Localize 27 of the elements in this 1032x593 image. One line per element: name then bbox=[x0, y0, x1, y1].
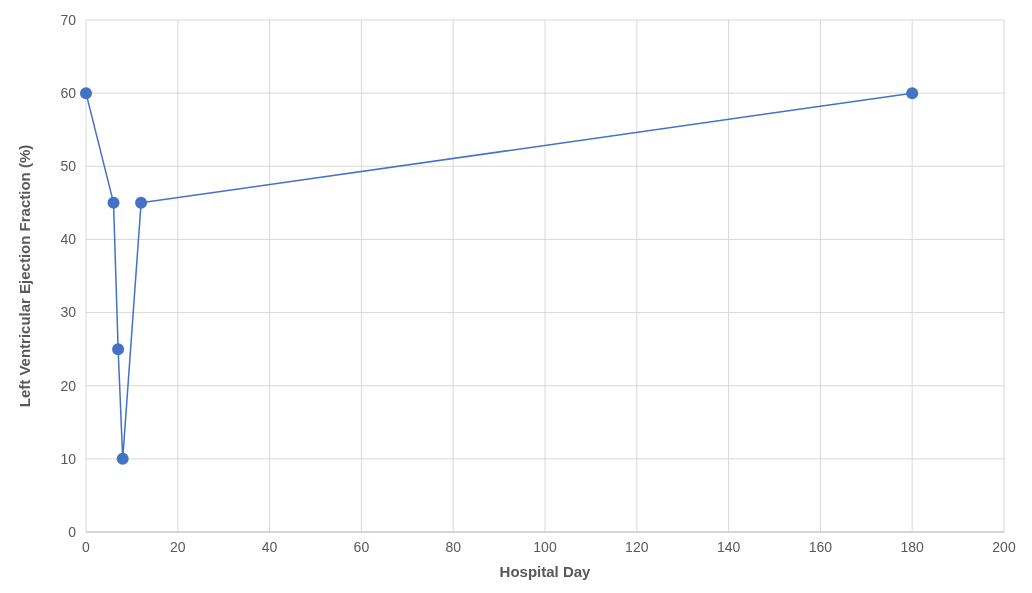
x-tick-label: 140 bbox=[716, 539, 741, 555]
y-tick-label: 50 bbox=[60, 158, 77, 175]
x-axis-title: Hospital Day bbox=[499, 563, 592, 580]
x-tick-label: 80 bbox=[445, 539, 462, 555]
x-tick-label: 200 bbox=[992, 539, 1016, 555]
y-tick-label: 30 bbox=[60, 304, 77, 321]
point bbox=[906, 87, 919, 100]
point bbox=[116, 452, 129, 465]
point bbox=[112, 343, 125, 356]
point bbox=[135, 196, 148, 209]
x-tick-label: 40 bbox=[261, 539, 278, 555]
y-tick-label: 20 bbox=[60, 377, 77, 394]
x-tick-label: 20 bbox=[170, 539, 186, 555]
x-tick-label: 100 bbox=[533, 539, 557, 555]
y-axis-title: Left Ventricular Ejection Fraction (%) bbox=[16, 144, 33, 408]
y-tick-label: 40 bbox=[60, 231, 77, 248]
x-tick-label: 160 bbox=[808, 539, 833, 555]
x-tick-label: 0 bbox=[82, 539, 91, 555]
y-tick-label: 10 bbox=[60, 450, 77, 467]
x-tick-label: 180 bbox=[900, 539, 925, 555]
point bbox=[80, 87, 92, 100]
point bbox=[107, 196, 120, 209]
y-tick-label: 70 bbox=[60, 11, 77, 28]
y-tick-label: 60 bbox=[60, 85, 77, 102]
y-tick-label: 0 bbox=[68, 523, 77, 540]
x-tick-label: 60 bbox=[353, 539, 370, 555]
x-tick-label: 120 bbox=[625, 539, 649, 555]
